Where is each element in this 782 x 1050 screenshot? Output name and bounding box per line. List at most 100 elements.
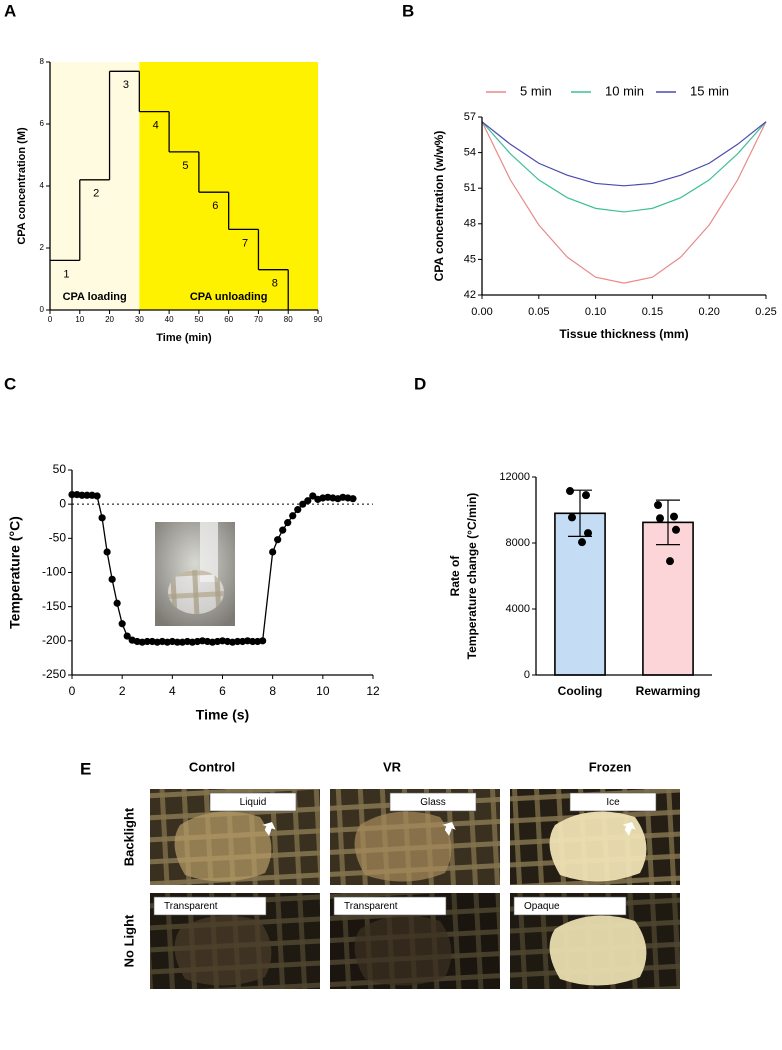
error-bar	[654, 499, 682, 546]
y-tick-label: 51	[464, 182, 476, 194]
bar	[642, 521, 694, 676]
y-axis-title: CPA concentration (M)	[16, 127, 28, 245]
tissue	[549, 915, 647, 986]
point	[294, 506, 302, 514]
column-header: Control	[189, 759, 235, 774]
tag-box	[569, 792, 657, 812]
tag-box	[153, 896, 267, 916]
y-tick-label: 42	[464, 289, 476, 301]
y-tick-label: 50	[53, 462, 67, 476]
x-tick-label: 0.05	[528, 306, 549, 318]
y-tick-label: -200	[42, 633, 66, 647]
x-axis-title: Time (s)	[196, 707, 249, 723]
point	[654, 501, 662, 510]
x-tick-label: 10	[316, 684, 330, 698]
x-tick-label: 0.10	[585, 306, 606, 318]
tag-box	[513, 896, 627, 916]
y-tick-label: -100	[42, 565, 66, 579]
point	[83, 491, 91, 499]
x-tick-label: Rewarming	[636, 684, 701, 698]
point	[123, 632, 131, 640]
point	[269, 548, 277, 556]
inset-photo	[155, 522, 235, 626]
legend-item: 10 min	[605, 83, 644, 98]
x-tick-label: 0.25	[755, 306, 776, 318]
y-tick-label: 6	[40, 119, 45, 128]
point	[274, 536, 282, 544]
region	[50, 62, 140, 310]
panel-label: D	[414, 374, 426, 393]
tag-box	[209, 792, 297, 812]
x-tick-label: 50	[194, 315, 203, 324]
point	[289, 512, 297, 520]
legend-item: 5 min	[520, 83, 552, 98]
x-axis-title: Tissue thickness (mm)	[559, 327, 688, 341]
point	[98, 514, 106, 522]
step-label: 5	[182, 160, 188, 172]
x-tick-label: 0.00	[471, 306, 492, 318]
arrow	[262, 822, 276, 836]
y-tick-label: 45	[464, 253, 476, 265]
x-tick-label: 0.20	[698, 306, 719, 318]
point	[566, 487, 574, 496]
point	[249, 637, 257, 646]
point	[584, 529, 592, 538]
x-tick-label: 60	[224, 315, 233, 324]
y-tick-label: 8000	[506, 537, 530, 549]
tissue	[174, 811, 272, 882]
point	[349, 495, 357, 503]
y-tick-label: 12000	[499, 471, 530, 483]
x-axis-title: Time (min)	[156, 332, 212, 344]
point	[666, 557, 674, 566]
point	[93, 492, 101, 500]
error-bar	[566, 489, 594, 537]
point	[118, 620, 126, 628]
point	[299, 500, 307, 508]
x-tick-label: 8	[269, 684, 276, 698]
panel-label: C	[4, 374, 16, 393]
point	[568, 513, 576, 522]
photo-tag: Ice	[606, 797, 620, 808]
panel-label: E	[80, 759, 91, 778]
point	[656, 514, 664, 523]
x-tick-label: 80	[284, 315, 293, 324]
point	[113, 599, 121, 607]
y-tick-label: 0	[40, 305, 45, 314]
legend-item: 15 min	[690, 83, 729, 98]
tissue	[174, 915, 272, 986]
point	[78, 491, 86, 499]
photo-tag: Transparent	[344, 901, 398, 912]
x-tick-label: 0	[69, 684, 76, 698]
region-label: CPA loading	[63, 291, 127, 303]
region-label: CPA unloading	[190, 291, 268, 303]
point	[284, 519, 292, 527]
y-tick-label: 4000	[506, 603, 530, 615]
x-tick-label: 70	[254, 315, 263, 324]
photo-tag: Liquid	[240, 797, 267, 808]
x-tick-label: 4	[169, 684, 176, 698]
x-tick-label: 40	[165, 315, 174, 324]
x-tick-label: 2	[119, 684, 126, 698]
y-tick-label: 8	[40, 57, 45, 66]
step-label: 7	[242, 237, 248, 249]
y-tick-label: 54	[464, 147, 476, 159]
y-axis-title: Temperature (°C)	[7, 516, 23, 629]
point	[304, 497, 312, 505]
tag-box	[389, 792, 477, 812]
x-tick-label: Cooling	[558, 684, 603, 698]
x-tick-label: 10	[75, 315, 84, 324]
point	[582, 491, 590, 500]
tag-box	[333, 896, 447, 916]
y-tick-label: 0	[524, 669, 530, 681]
y-tick-label: 2	[40, 243, 45, 252]
y-axis-title: Temperature change (°C/min)	[465, 493, 479, 660]
x-tick-label: 0.15	[642, 306, 663, 318]
y-tick-label: 4	[40, 181, 45, 190]
point	[233, 637, 242, 646]
panel-label: B	[402, 1, 414, 20]
x-tick-label: 6	[219, 684, 226, 698]
point	[143, 637, 151, 646]
x-tick-label: 20	[105, 315, 114, 324]
panel-label: A	[4, 1, 16, 20]
arrow	[442, 822, 456, 836]
